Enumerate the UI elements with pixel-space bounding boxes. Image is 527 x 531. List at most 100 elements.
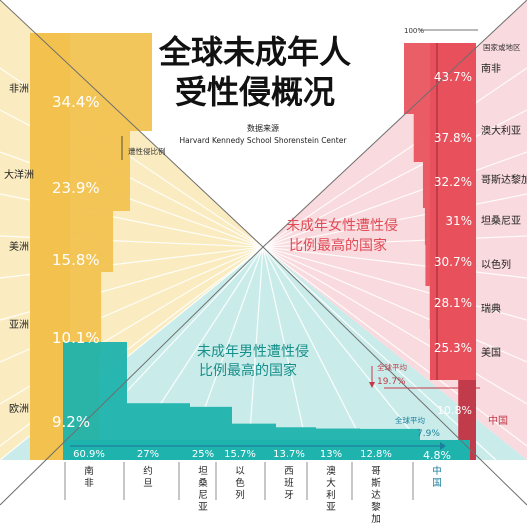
male-country-label-char: 亚: [326, 502, 336, 513]
ray-bottom-5: [262, 246, 311, 461]
male-country-labels: 60.9% 南非 27% 约旦 25% 坦桑尼亚 15.7% 以色列 13.7% 西班牙 13% 澳大…: [64, 449, 451, 525]
title-line-2: 受性侵概况: [175, 73, 335, 111]
region-label: 非洲: [9, 83, 29, 95]
female-global-avg-label: 全球平均: [377, 362, 407, 372]
male-chart-title-1: 未成年男性遭性侵: [197, 343, 309, 360]
female-country-label: 瑞典: [481, 302, 501, 315]
female-value-label: 10.8%: [437, 404, 472, 417]
male-axis-band: [63, 440, 470, 460]
female-value-label: 31%: [445, 214, 472, 228]
female-country-label: 美国: [481, 346, 501, 359]
male-global-avg-label: 全球平均: [395, 415, 425, 425]
male-value-label: 60.9%: [73, 449, 105, 460]
female-global-avg-value: 19.7%: [377, 377, 406, 387]
ray-right-9: [262, 246, 527, 447]
male-chart-title-2: 比例最高的国家: [199, 362, 297, 379]
male-country-label-char: 利: [326, 489, 336, 501]
male-country-label-char: 国: [432, 478, 442, 489]
diagonal-left: [0, 0, 264, 248]
female-country-label: 中国: [488, 414, 508, 427]
male-value-label: 4.8%: [423, 449, 451, 462]
region-value: 10.1%: [52, 329, 100, 347]
male-country-label-char: 黎: [371, 501, 381, 513]
male-country-label-char: 牙: [284, 490, 294, 501]
female-value-label: 32.2%: [434, 175, 472, 189]
female-value-label: 43.7%: [434, 70, 472, 84]
male-country-label-char: 坦: [198, 466, 208, 477]
ray-right-7: [262, 246, 527, 363]
female-country-label: 坦桑尼亚: [481, 214, 521, 227]
ray-right-1: [262, 109, 527, 248]
male-value-label: 27%: [137, 449, 159, 460]
region-value: 15.8%: [52, 251, 100, 269]
ray-bottom-7: [262, 246, 435, 461]
region-value: 9.2%: [52, 413, 90, 431]
source-label: 数据来源: [247, 123, 279, 133]
ray-right-8: [262, 246, 527, 405]
male-country-label-char: 西: [284, 466, 294, 477]
male-global-avg-arrow: [440, 442, 446, 450]
female-axis-label: 国家或地区: [483, 42, 521, 52]
title-line-1: 全球未成年人: [158, 33, 351, 71]
female-value-label: 28.1%: [434, 296, 472, 310]
source-name: Harvard Kennedy School Shorenstein Cente…: [180, 136, 348, 145]
region-series-label: 遭性侵比例: [128, 146, 166, 156]
region-label: 亚洲: [9, 319, 29, 331]
region-labels: 非洲 34.4% 大洋洲 23.9% 美洲 15.8% 亚洲 10.1% 欧洲 9.2%: [4, 83, 100, 431]
ray-right-0: [262, 67, 527, 248]
male-country-label-char: 南: [84, 465, 94, 477]
region-label: 大洋洲: [4, 168, 34, 181]
region-value: 34.4%: [52, 93, 100, 111]
male-value-label: 13%: [320, 449, 342, 460]
female-country-label: 南非: [481, 62, 501, 75]
diagonal-right: [262, 0, 527, 248]
male-country-label-char: 达: [371, 489, 381, 501]
female-value-label: 30.7%: [434, 255, 472, 269]
female-country-label: 以色列: [481, 258, 511, 271]
region-label: 美洲: [9, 240, 29, 253]
male-country-label-char: 澳: [326, 465, 336, 477]
male-country-label-char: 桑: [198, 478, 208, 489]
male-country-label-char: 列: [235, 489, 245, 501]
male-value-label: 15.7%: [224, 449, 256, 460]
region-label: 欧洲: [9, 403, 29, 415]
female-country-labels: 南非 43.7% 澳大利亚 37.8% 哥斯达黎加 32.2% 坦桑尼亚 31% 以色列 30.7…: [434, 62, 527, 427]
male-country-label-char: 尼: [198, 490, 208, 501]
male-value-label: 25%: [192, 449, 214, 460]
male-country-label-char: 非: [84, 477, 94, 489]
ray-bottom-8: [262, 246, 497, 461]
male-country-label-char: 约: [143, 465, 153, 477]
male-country-label-char: 旦: [143, 478, 153, 489]
ray-right-5: [262, 246, 527, 279]
female-value-label: 37.8%: [434, 131, 472, 145]
male-country-label-char: 大: [326, 477, 336, 489]
bar-marks: [30, 33, 476, 460]
diagonal-bl: [0, 246, 264, 506]
male-country-label-char: 色: [235, 477, 245, 489]
female-global-avg-arrow: [369, 382, 375, 388]
female-chart-title-2: 比例最高的国家: [289, 237, 387, 254]
diagonal-br: [262, 246, 527, 506]
male-country-label-char: 哥: [371, 466, 381, 477]
female-country-label: 哥斯达黎加: [481, 173, 527, 186]
ray-right-2: [262, 151, 527, 248]
male-value-label: 13.7%: [273, 449, 305, 460]
female-chart-title-1: 未成年女性遭性侵: [286, 217, 398, 234]
male-country-label-char: 以: [235, 466, 245, 477]
male-country-label-char: 中: [432, 465, 442, 477]
region-value: 23.9%: [52, 179, 100, 197]
male-country-label-char: 斯: [371, 477, 381, 489]
ray-right-4: [262, 235, 527, 248]
female-max-label: 100%: [404, 27, 424, 35]
ray-right-6: [262, 246, 527, 321]
female-country-label: 澳大利亚: [481, 124, 521, 137]
male-global-avg-value: 7.9%: [417, 429, 440, 439]
female-value-label: 25.3%: [434, 341, 472, 355]
male-country-label-char: 班: [284, 477, 294, 489]
ray-bottom-6: [262, 246, 373, 461]
male-country-label-char: 加: [371, 514, 381, 525]
male-country-label-char: 亚: [198, 502, 208, 513]
male-value-label: 12.8%: [360, 449, 392, 460]
